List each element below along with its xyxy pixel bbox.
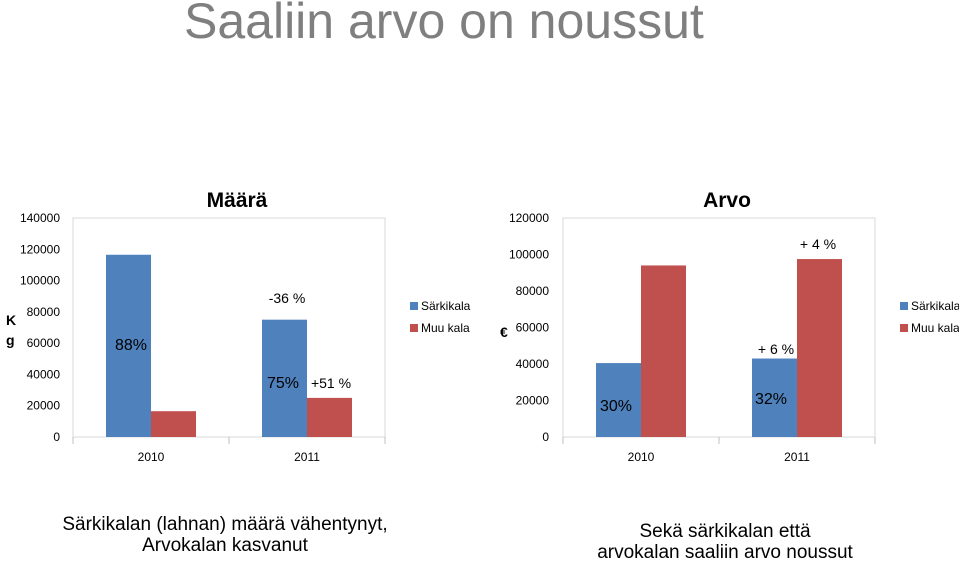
caption-left-line2: Arvokalan kasvanut: [142, 535, 308, 556]
x-tick-label: 2011: [294, 450, 320, 464]
y-tick-label: 100000: [20, 274, 60, 288]
caption-right-line2: arvokalan saaliin arvo noussut: [597, 542, 853, 563]
data-annotation: 88%: [115, 337, 147, 354]
y-tick-label: 0: [53, 430, 60, 444]
chart-title: Määrä: [207, 189, 268, 212]
bar: [106, 254, 151, 437]
bar: [151, 411, 196, 437]
legend-label: Särkikala: [421, 299, 471, 313]
page-title: Saaliin arvo on noussut: [184, 0, 704, 49]
y-tick-label: 20000: [27, 399, 61, 413]
data-annotation: 32%: [755, 391, 787, 408]
legend-label: Muu kala: [421, 321, 470, 335]
legend-swatch: [410, 302, 418, 310]
bar: [797, 259, 842, 437]
y-tick-label: 60000: [27, 336, 61, 350]
legend-swatch: [410, 324, 418, 332]
y-tick-label: 100000: [509, 248, 549, 262]
bar: [262, 319, 307, 437]
legend-swatch: [900, 324, 908, 332]
y-tick-label: 140000: [20, 211, 60, 225]
y-tick-label: 20000: [516, 394, 550, 408]
legend-swatch: [900, 302, 908, 310]
y-tick-label: 60000: [516, 321, 550, 335]
y-tick-label: 0: [542, 430, 549, 444]
data-annotation: +51 %: [311, 375, 351, 391]
bar: [752, 358, 797, 437]
caption-right-line1: Sekä särkikalan että: [639, 521, 811, 542]
caption-left: Särkikalan (lahnan) määrä vähentynyt, Ar…: [50, 514, 400, 556]
x-tick-label: 2011: [784, 450, 810, 464]
caption-right: Sekä särkikalan että arvokalan saaliin a…: [560, 521, 890, 563]
y-tick-label: 120000: [509, 211, 549, 225]
y-axis-label: g: [6, 332, 15, 348]
y-tick-label: 40000: [27, 367, 61, 381]
y-tick-label: 80000: [27, 305, 61, 319]
x-tick-label: 2010: [138, 450, 165, 464]
bar: [307, 397, 352, 437]
data-annotation: -36 %: [269, 290, 306, 306]
caption-left-line1: Särkikalan (lahnan) määrä vähentynyt,: [62, 514, 388, 535]
y-tick-label: 40000: [516, 357, 550, 371]
legend-label: Särkikala: [911, 299, 959, 313]
y-tick-label: 120000: [20, 242, 60, 256]
bar: [596, 363, 641, 437]
bar: [641, 265, 686, 437]
chart-arvo: 0 20000 40000 60000 80000 100000 120000 2010 201…: [500, 189, 959, 464]
data-annotation: 75%: [267, 375, 299, 392]
y-axis-label: €: [500, 324, 508, 340]
data-annotation: + 4 %: [800, 236, 836, 252]
data-annotation: 30%: [600, 398, 632, 415]
legend-label: Muu kala: [911, 321, 959, 335]
chart-maara: 0 20000 40000 60000 80000 100000 120000 140000 2…: [6, 189, 471, 464]
chart-title: Arvo: [703, 189, 751, 212]
x-tick-label: 2010: [628, 450, 655, 464]
y-tick-label: 80000: [516, 284, 550, 298]
data-annotation: + 6 %: [758, 341, 794, 357]
y-axis-label: K: [6, 312, 16, 328]
